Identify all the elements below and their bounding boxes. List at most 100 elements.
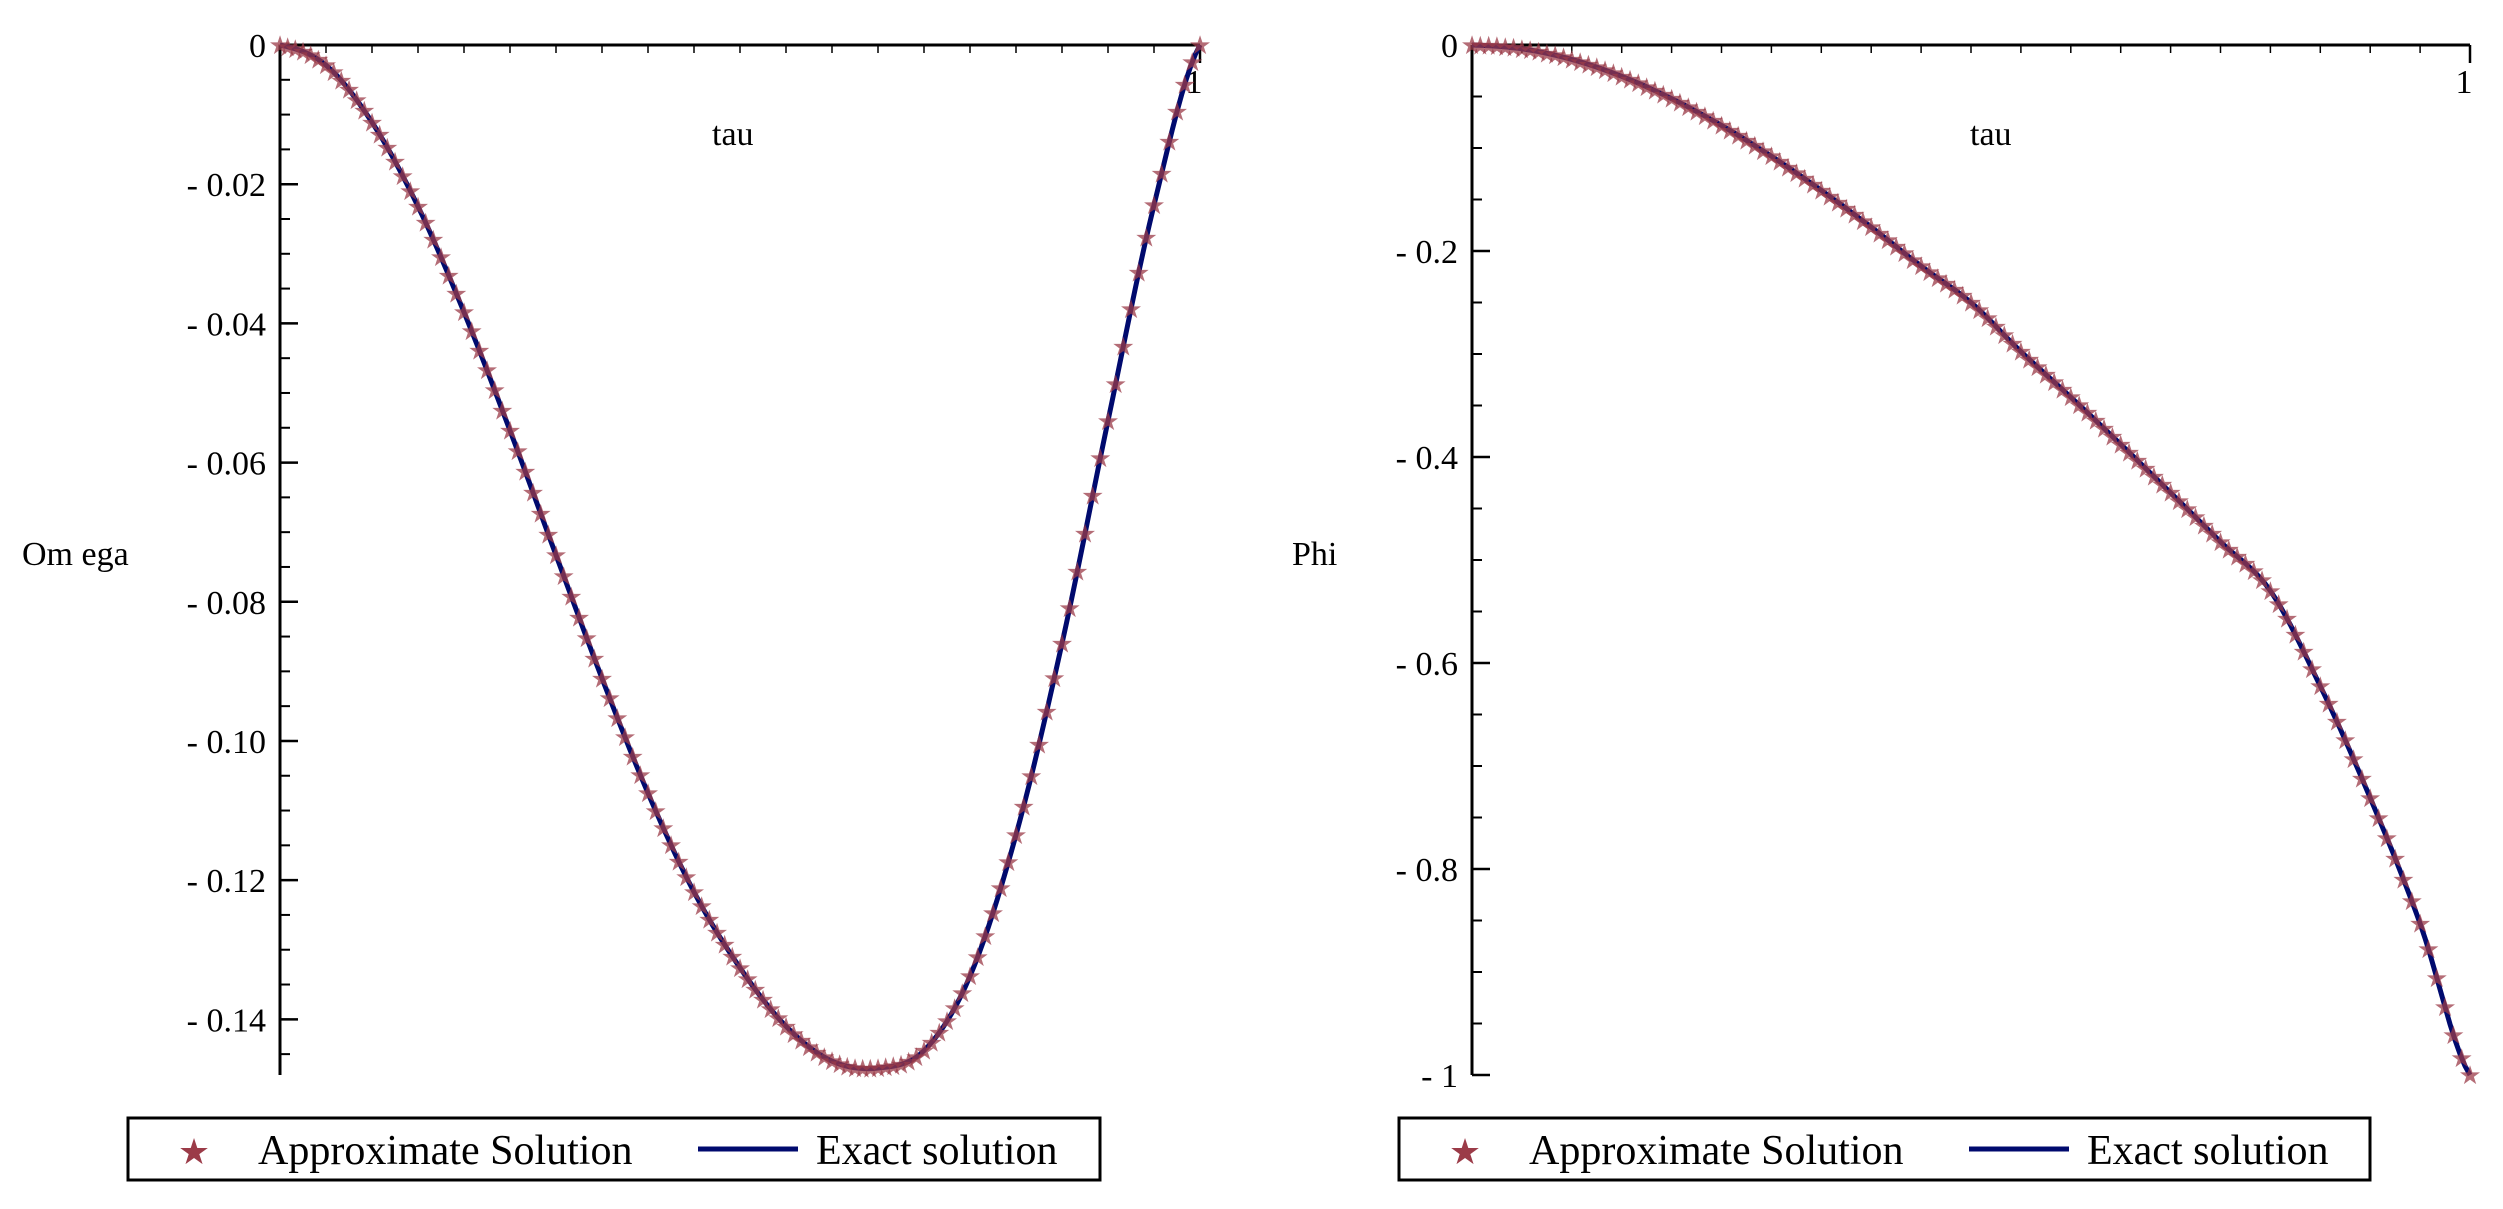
approx-marker: ★ [1035, 697, 1058, 727]
approx-marker: ★ [698, 906, 721, 936]
approx-marker: ★ [414, 209, 437, 239]
approx-marker: ★ [2192, 511, 2215, 541]
approx-marker: ★ [1851, 207, 1874, 237]
approx-marker: ★ [2167, 487, 2190, 517]
approx-marker: ★ [1081, 482, 1104, 512]
approx-marker: ★ [1818, 182, 1841, 212]
approx-marker: ★ [629, 761, 652, 791]
approx-marker: ★ [2275, 605, 2298, 635]
approx-marker: ★ [330, 66, 353, 96]
approx-marker: ★ [613, 723, 636, 753]
y-tick-label: - 0.06 [187, 446, 266, 483]
approx-marker: ★ [805, 1038, 828, 1068]
approx-marker: ★ [529, 499, 552, 529]
approx-marker: ★ [2184, 503, 2207, 533]
x-axis-title: tau [1970, 116, 2012, 153]
approx-marker: ★ [1751, 137, 1774, 167]
phi-chart: 0- 0.2- 0.4- 0.6- 0.8- 11 tau Phi ★★★★★★… [1292, 28, 2482, 1182]
approx-marker: ★ [667, 847, 690, 877]
approx-marker: ★ [1477, 32, 1500, 62]
legend: ★ Approximate Solution Exact solution [1397, 1116, 2372, 1182]
approx-marker: ★ [590, 664, 613, 694]
approx-marker: ★ [2375, 824, 2398, 854]
approx-marker: ★ [2450, 1044, 2473, 1074]
y-axis-title: Om ega [22, 536, 129, 573]
approx-marker: ★ [2342, 745, 2365, 775]
approx-marker: ★ [728, 954, 751, 984]
approx-marker: ★ [1602, 59, 1625, 89]
approx-marker: ★ [2076, 399, 2099, 429]
approx-marker: ★ [1043, 664, 1066, 694]
approx-marker: ★ [1112, 332, 1135, 362]
approx-marker: ★ [928, 1019, 951, 1049]
approx-marker: ★ [790, 1027, 813, 1057]
approx-marker: ★ [2101, 422, 2124, 452]
approx-marker: ★ [1610, 62, 1633, 92]
legend-approx-marker: ★ [178, 1132, 210, 1173]
approx-marker: ★ [2267, 590, 2290, 620]
approx-marker: ★ [276, 33, 299, 63]
approx-marker: ★ [291, 38, 314, 68]
approx-marker: ★ [575, 624, 598, 654]
approx-marker: ★ [598, 684, 621, 714]
approx-marker: ★ [2209, 528, 2232, 558]
approx-marker: ★ [1089, 444, 1112, 474]
approx-marker: ★ [2134, 454, 2157, 484]
approx-marker: ★ [1485, 32, 1508, 62]
approx-marker: ★ [1188, 31, 1211, 61]
approx-marker: ★ [1918, 258, 1941, 288]
approx-marker: ★ [1618, 66, 1641, 96]
approx-marker: ★ [843, 1054, 866, 1084]
approx-marker: ★ [1810, 176, 1833, 206]
y-tick-label: 0 [1441, 28, 1458, 65]
approx-marker: ★ [1544, 41, 1567, 71]
approx-marker: ★ [1868, 220, 1891, 250]
legend-approx-marker: ★ [1449, 1132, 1481, 1173]
approx-marker: ★ [2026, 353, 2049, 383]
approx-marker: ★ [583, 644, 606, 674]
approx-marker: ★ [1652, 81, 1675, 111]
legend-box [126, 1116, 1102, 1182]
approx-marker: ★ [2092, 414, 2115, 444]
approx-marker: ★ [2159, 479, 2182, 509]
approx-marker: ★ [2009, 338, 2032, 368]
approx-marker: ★ [951, 979, 974, 1009]
approx-marker: ★ [406, 192, 429, 222]
approx-marker: ★ [284, 35, 307, 65]
approx-marker: ★ [1552, 43, 1575, 73]
approx-marker: ★ [713, 931, 736, 961]
approx-marker: ★ [1527, 38, 1550, 68]
y-tick-label: - 0.10 [187, 724, 266, 761]
approx-marker: ★ [2225, 542, 2248, 572]
approx-marker: ★ [1073, 520, 1096, 550]
approx-marker: ★ [1735, 126, 1758, 156]
approx-marker: ★ [2367, 804, 2390, 834]
approx-marker: ★ [1909, 252, 1932, 282]
approx-marker: ★ [652, 814, 675, 844]
approx-marker: ★ [322, 58, 345, 88]
approx-marker: ★ [1150, 159, 1173, 189]
approx-marker: ★ [1785, 159, 1808, 189]
approx-marker: ★ [606, 704, 629, 734]
approx-marker: ★ [2309, 672, 2332, 702]
approx-marker: ★ [836, 1052, 859, 1082]
approx-marker: ★ [1577, 50, 1600, 80]
approx-marker: ★ [353, 97, 376, 127]
approx-marker: ★ [759, 995, 782, 1025]
approx-marker: ★ [1876, 226, 1899, 256]
approx-marker: ★ [966, 943, 989, 973]
approx-marker: ★ [1494, 33, 1517, 63]
approx-marker: ★ [2250, 566, 2273, 596]
approx-marker: ★ [468, 337, 491, 367]
approx-marker: ★ [1173, 70, 1196, 100]
approx-marker: ★ [1793, 165, 1816, 195]
approx-marker: ★ [1135, 224, 1158, 254]
approx-marker: ★ [345, 86, 368, 116]
y-tick-label: - 1 [1421, 1058, 1458, 1095]
approx-marker: ★ [2234, 549, 2257, 579]
exact-solution-line [279, 42, 1203, 1072]
approx-marker: ★ [2176, 495, 2199, 525]
y-tick-label: - 0.04 [187, 306, 266, 343]
approx-marker: ★ [2300, 655, 2323, 685]
